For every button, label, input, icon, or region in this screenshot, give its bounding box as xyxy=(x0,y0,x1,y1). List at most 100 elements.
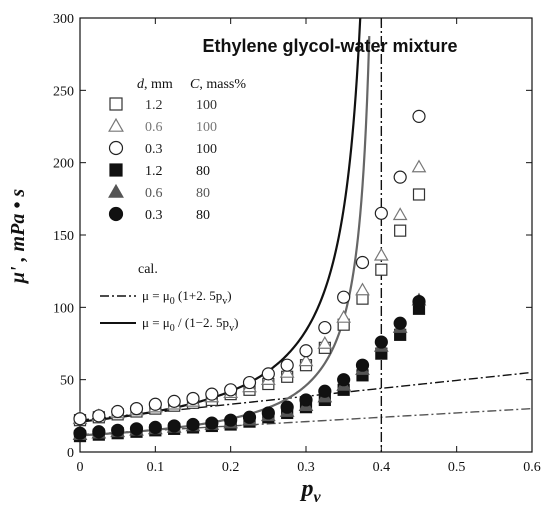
legend-c-value: 100 xyxy=(196,98,217,113)
legend-c-value: 80 xyxy=(196,186,210,201)
legend-marker-4 xyxy=(108,183,124,198)
calc-legend-part: ) xyxy=(234,315,238,330)
data-point-series-2 xyxy=(224,383,238,397)
data-point-series-5 xyxy=(242,410,257,424)
data-point-series-5 xyxy=(280,400,294,414)
data-point-series-1 xyxy=(298,353,314,367)
legend-header-c: C, mass% xyxy=(190,77,246,92)
y-axis-label: μ' , mPa • s xyxy=(7,189,29,284)
calc-legend-part: ) xyxy=(227,288,231,303)
data-point-series-2 xyxy=(148,397,162,411)
data-point-series-5 xyxy=(299,393,313,407)
y-tick-label: 250 xyxy=(53,84,74,99)
data-point-series-5 xyxy=(205,416,219,430)
legend-d-value: 1.2 xyxy=(145,164,163,179)
data-point-series-2 xyxy=(355,255,370,270)
data-point-series-5 xyxy=(224,413,238,427)
data-point-series-1 xyxy=(317,335,333,349)
y-tick-label: 50 xyxy=(60,374,74,389)
legend-header-d: d xyxy=(137,77,145,92)
legend-header: d, mm xyxy=(137,77,173,92)
legend-marker-2 xyxy=(108,140,124,156)
data-point-series-5 xyxy=(92,425,106,439)
data-point-series-2 xyxy=(111,404,125,419)
data-point-series-2 xyxy=(242,375,257,390)
data-point-series-5 xyxy=(261,406,275,420)
legend-marker-5 xyxy=(108,206,124,222)
x-tick-label: 0.6 xyxy=(523,460,541,475)
x-tick-label: 0.2 xyxy=(222,460,240,475)
data-point-series-1 xyxy=(336,309,352,323)
data-point-series-1 xyxy=(392,207,408,221)
calc-legend-part: 0 xyxy=(170,323,175,334)
x-tick-label: 0.4 xyxy=(373,460,391,475)
data-markers xyxy=(72,109,427,443)
legend-header-c-letter: C xyxy=(190,77,200,92)
x-axis-label-subscript: v xyxy=(313,489,321,506)
legend-marker-0 xyxy=(109,97,123,111)
legend-d-value: 0.3 xyxy=(145,208,163,223)
legend-c-value: 100 xyxy=(196,142,217,157)
legend-marker-1 xyxy=(108,117,124,132)
data-point-series-2 xyxy=(280,358,294,372)
data-point-series-1 xyxy=(411,159,427,173)
calc-legend-part: μ = μ xyxy=(142,315,170,330)
y-tick-label: 300 xyxy=(53,12,74,27)
x-tick-label: 0.3 xyxy=(297,460,315,475)
data-point-series-1 xyxy=(355,282,370,296)
chart-title: Ethylene glycol-water mixture xyxy=(202,36,457,56)
calc-legend-label-0: μ = μ0 (1+2. 5pv) xyxy=(142,288,232,307)
legend: d, mm C, mass% 1.2 100 0.6 100 0.3 100 1.2 80 0.6 8… xyxy=(100,77,246,334)
legend-c-value: 100 xyxy=(196,120,217,135)
legend-marker-3 xyxy=(109,163,123,177)
legend-c-value: 80 xyxy=(196,164,210,179)
calc-legend-part: 0 xyxy=(170,296,175,307)
y-tick-label: 0 xyxy=(67,446,74,461)
calc-legend-part: (1+2. 5p xyxy=(175,288,222,303)
data-point-series-5 xyxy=(355,358,370,372)
x-tick-label: 0 xyxy=(77,460,84,475)
data-point-series-0 xyxy=(375,263,388,276)
calc-divergent-curve-c80 xyxy=(79,36,371,437)
data-point-series-2 xyxy=(318,320,332,335)
calc-legend-part: / (1−2. 5p xyxy=(175,315,229,330)
data-point-series-2 xyxy=(261,367,275,381)
data-point-series-5 xyxy=(111,423,125,437)
y-tick-label: 100 xyxy=(53,301,74,316)
data-point-series-1 xyxy=(373,247,389,261)
calc-legend-label-1: μ = μ0 / (1−2. 5pv) xyxy=(142,315,238,334)
data-point-series-5 xyxy=(73,426,87,440)
data-point-series-2 xyxy=(92,409,106,423)
data-point-series-5 xyxy=(337,373,351,387)
legend-header-c-unit: , mass% xyxy=(199,77,246,92)
data-point-series-2 xyxy=(393,170,407,184)
data-point-series-2 xyxy=(299,344,313,358)
legend-d-value: 0.6 xyxy=(145,186,163,201)
data-point-series-0 xyxy=(412,188,426,201)
legend-d-value: 0.6 xyxy=(145,120,163,135)
x-tick-label: 0.5 xyxy=(448,460,466,475)
data-point-series-2 xyxy=(129,402,144,416)
x-tick-label: 0.1 xyxy=(147,460,165,475)
legend-d-value: 0.3 xyxy=(145,142,163,157)
axis-ticks: 0 0.1 0.2 0.3 0.4 0.5 0.6 0 50 100 150 200 250 300 xyxy=(53,12,541,475)
data-point-series-0 xyxy=(394,224,407,237)
calc-legend-title: cal. xyxy=(138,262,158,277)
calc-legend-part: v xyxy=(222,296,227,307)
calc-legend-part: v xyxy=(229,323,234,334)
data-point-series-5 xyxy=(148,420,162,435)
calc-legend-part: μ = μ xyxy=(142,288,170,303)
x-axis-label-main: p xyxy=(299,476,313,502)
legend-d-value: 1.2 xyxy=(145,98,163,113)
data-point-series-2 xyxy=(374,206,388,220)
data-point-series-5 xyxy=(167,419,181,433)
data-point-series-2 xyxy=(73,412,87,426)
data-point-series-5 xyxy=(318,384,332,398)
data-point-series-2 xyxy=(167,394,181,408)
data-point-series-2 xyxy=(412,109,426,123)
y-tick-label: 150 xyxy=(53,229,74,244)
data-point-series-5 xyxy=(186,417,200,432)
data-point-series-5 xyxy=(393,316,407,330)
